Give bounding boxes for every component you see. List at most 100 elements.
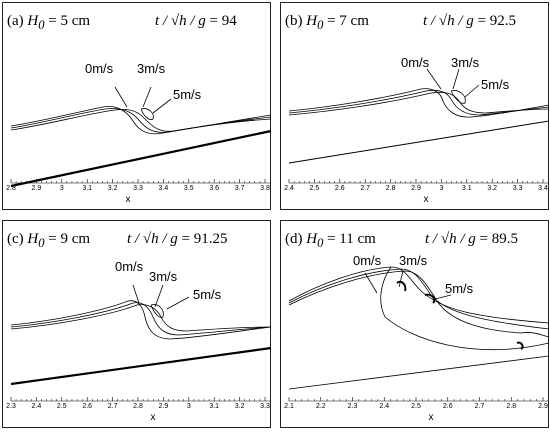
time-label: t / √h / g = 92.5: [423, 13, 516, 29]
x-tick-label: 3.4: [158, 185, 169, 192]
x-tick-label: 3.2: [234, 403, 245, 410]
wave-underside: [380, 266, 550, 350]
wave-profile-0: [10, 300, 272, 340]
arrow-5: [166, 296, 190, 310]
wave-profile-3: [10, 108, 272, 133]
x-tick-label: 3.2: [487, 185, 498, 192]
arrow-5: [464, 84, 480, 98]
velocity-label-5: 5m/s: [193, 287, 222, 302]
slope-line: [10, 129, 272, 188]
time-label: t / √h / g = 91.25: [127, 231, 228, 247]
wave-profile-0: [288, 266, 550, 324]
wave-profile-5: [10, 109, 272, 132]
jet-blob-3: [396, 280, 407, 292]
velocity-label-0: 0m/s: [115, 259, 144, 274]
x-tick-label: 2.8: [506, 403, 517, 410]
x-tick-label: 2.6: [82, 403, 93, 410]
panel-label: (a) H0 = 5 cm: [7, 13, 91, 32]
jet-tip: [450, 90, 466, 104]
x-tick-label: 2.8: [385, 185, 396, 192]
panel-c-plot: [10, 284, 272, 402]
arrow-3: [398, 270, 404, 288]
wave-profile-5: [288, 270, 550, 338]
wave-profile-3: [288, 268, 550, 330]
slope-line: [288, 355, 550, 390]
x-tick-label: 3.4: [538, 185, 548, 192]
panel-a: (a) H0 = 5 cm t / √h / g = 94 0m/s 3m/s …: [2, 2, 272, 210]
x-tick-label: 3.6: [209, 185, 220, 192]
spray-drop: [516, 341, 524, 350]
x-tick-label: 2.1: [284, 403, 294, 410]
arrow-5: [152, 98, 172, 114]
jet-tip: [140, 108, 154, 120]
wave-profile-5: [288, 91, 550, 116]
x-tick-label: 3.3: [260, 403, 270, 410]
velocity-label-3: 3m/s: [451, 55, 480, 70]
panel-label: (d) H0 = 11 cm: [285, 231, 376, 250]
arrow-0: [426, 68, 442, 90]
panel-d: (d) H0 = 11 cm t / √h / g = 89.5 0m/s 3m…: [280, 220, 550, 428]
velocity-label-5: 5m/s: [173, 87, 202, 102]
arrow-0: [132, 284, 140, 304]
x-tick-label: 3.5: [183, 185, 194, 192]
x-tick-label: 3: [186, 403, 191, 410]
x-tick-label: 3.7: [234, 185, 245, 192]
wave-profile-5: [10, 304, 272, 332]
jet-tip: [150, 304, 164, 318]
x-tick-label: 2.4: [284, 185, 294, 192]
velocity-label-0: 0m/s: [353, 253, 382, 268]
x-tick-label: 3.2: [107, 185, 118, 192]
panel-c: (c) H0 = 9 cm t / √h / g = 91.25 0m/s 3m…: [2, 220, 272, 428]
x-tick-label: 2.8: [6, 185, 16, 192]
x-tick-label: 2.7: [360, 185, 371, 192]
x-tick-label: 2.4: [379, 403, 390, 410]
wave-profile-3: [288, 89, 550, 116]
x-tick-label: 2.9: [158, 403, 169, 410]
x-axis-label: x: [428, 412, 434, 423]
slope-line: [288, 120, 550, 164]
x-tick-label: 2.5: [411, 403, 421, 410]
x-tick-label: 3: [59, 185, 64, 192]
x-tick-label: 2.3: [347, 403, 358, 410]
x-axis-label: x: [423, 194, 429, 205]
x-tick-label: 3.3: [512, 185, 523, 192]
x-tick-label: 2.6: [334, 185, 345, 192]
x-tick-label: 3.3: [133, 185, 143, 192]
arrow-0: [364, 272, 378, 294]
velocity-label-5: 5m/s: [445, 281, 474, 296]
velocity-label-0: 0m/s: [85, 61, 114, 76]
x-tick-label: 2.6: [442, 403, 453, 410]
time-label: t / √h / g = 89.5: [425, 231, 518, 247]
panel-label: (b) H0 = 7 cm: [285, 13, 369, 32]
velocity-label-3: 3m/s: [149, 269, 178, 284]
x-axis-label: x: [125, 194, 131, 205]
wave-profile-0: [288, 88, 550, 118]
velocity-label-3: 3m/s: [137, 61, 166, 76]
x-tick-label: 2.9: [31, 185, 42, 192]
arrow-3: [452, 68, 460, 90]
velocity-label-0: 0m/s: [401, 55, 430, 70]
x-tick-label: 2.3: [6, 403, 16, 410]
x-tick-label: 3.8: [260, 185, 270, 192]
x-axis-label: x: [150, 412, 156, 423]
slope-line: [10, 346, 272, 386]
panel-d-plot: [288, 266, 550, 402]
time-label: t / √h / g = 94: [155, 13, 237, 29]
arrow-5: [434, 294, 452, 300]
x-tick-label: 3.1: [209, 403, 220, 410]
jet-blob-5: [424, 293, 436, 304]
x-tick-label: 2.8: [133, 403, 143, 410]
x-tick-label: 3.1: [82, 185, 93, 192]
x-tick-label: 3.1: [461, 185, 472, 192]
panel-b-plot: [288, 68, 550, 184]
x-tick-label: 2.7: [474, 403, 485, 410]
x-tick-label: 2.7: [107, 403, 118, 410]
x-tick-label: 2.9: [411, 185, 421, 192]
wave-profile-3: [10, 302, 272, 336]
arrow-0: [114, 86, 128, 108]
velocity-label-5: 5m/s: [481, 77, 510, 92]
panel-b: (b) H0 = 7 cm t / √h / g = 92.5 0m/s 3m/…: [280, 2, 550, 210]
panel-label: (c) H0 = 9 cm: [7, 231, 91, 250]
x-tick-label: 2.9: [538, 403, 548, 410]
arrow-3: [142, 86, 152, 108]
